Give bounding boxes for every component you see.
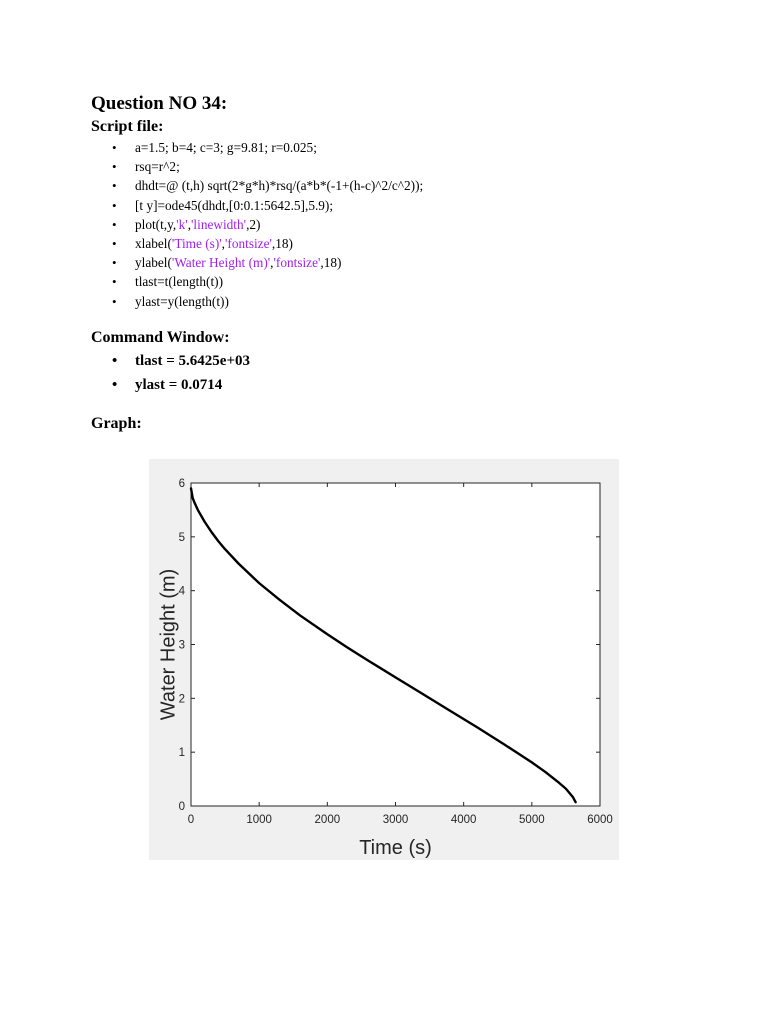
x-axis-label: Time (s)	[359, 837, 432, 859]
question-title: Question NO 34:	[91, 93, 228, 114]
x-tick-label: 0	[188, 814, 194, 826]
x-tick-label: 3000	[383, 814, 409, 826]
code-text: [t y]=ode45(dhdt,[0:0.1:5642.5],5.9);	[135, 197, 334, 213]
plot-area	[190, 482, 601, 807]
code-text: dhdt=@ (t,h) sqrt(2*g*h)*rsq/(a*b*(-1+(h…	[135, 178, 424, 194]
script-code-list: a=1.5; b=4; c=3; g=9.81; r=0.025; rsq=r^2…	[91, 138, 691, 311]
y-tick-label: 3	[179, 640, 185, 652]
script-heading: Script file:	[91, 118, 164, 135]
string-literal: 'fontsize'	[273, 255, 321, 271]
script-line: plot(t,y,'k','linewidth',2)	[91, 215, 691, 234]
code-text: ylabel(	[135, 255, 172, 271]
y-tick-label: 0	[179, 801, 185, 813]
string-literal: 'fontsize'	[225, 236, 272, 252]
command-output-line: ylast = 0.0714	[91, 373, 691, 397]
script-line: tlast=t(length(t))	[91, 272, 691, 291]
code-text: ,18)	[271, 236, 293, 252]
code-text: ,18)	[320, 255, 342, 271]
script-line: a=1.5; b=4; c=3; g=9.81; r=0.025;	[91, 138, 691, 157]
y-axis-ticks: 0 1 2 3 4 5 6	[179, 478, 600, 813]
script-line: dhdt=@ (t,h) sqrt(2*g*h)*rsq/(a*b*(-1+(h…	[91, 176, 691, 195]
y-tick-label: 5	[179, 532, 185, 544]
y-tick-label: 6	[179, 478, 185, 490]
y-tick-label: 4	[179, 586, 186, 598]
script-line: ylast=y(length(t))	[91, 292, 691, 311]
script-line: [t y]=ode45(dhdt,[0:0.1:5642.5],5.9);	[91, 196, 691, 215]
y-axis-label: Water Height (m)	[157, 569, 179, 721]
data-series-line	[189, 487, 577, 804]
y-tick-label: 1	[179, 747, 185, 759]
code-text: ,	[221, 236, 225, 252]
document-body: Question NO 34: Script file: a=1.5; b=4;…	[91, 92, 691, 435]
code-text: xlabel(	[135, 236, 172, 252]
script-line: xlabel('Time (s)','fontsize',18)	[91, 234, 691, 253]
string-literal: 'Water Height (m)'	[171, 255, 271, 271]
code-text: ylast=y(length(t))	[135, 293, 229, 309]
string-literal: 'linewidth'	[191, 216, 247, 232]
code-text: plot(t,y,	[135, 216, 177, 232]
x-tick-label: 1000	[246, 814, 272, 826]
script-line: rsq=r^2;	[91, 157, 691, 176]
command-output-list: tlast = 5.6425e+03 ylast = 0.0714	[91, 349, 691, 397]
code-text: ,	[270, 255, 274, 271]
script-line: ylabel('Water Height (m)','fontsize',18)	[91, 253, 691, 272]
x-tick-label: 5000	[519, 814, 545, 826]
code-text: tlast=t(length(t))	[135, 274, 223, 290]
string-literal: 'k'	[176, 216, 188, 232]
code-text: rsq=r^2;	[135, 159, 180, 175]
code-text: ,2)	[246, 216, 261, 232]
code-text: ,	[187, 216, 192, 232]
command-heading: Command Window:	[91, 328, 230, 346]
command-output-line: tlast = 5.6425e+03	[91, 349, 691, 373]
line-chart: 0 1 2 3 4 5 6 0 1000 2000 3000 4000 5000 6000 Time (…	[157, 478, 613, 859]
y-tick-label: 2	[179, 693, 185, 705]
x-tick-label: 6000	[587, 814, 613, 826]
x-axis-ticks: 0 1000 2000 3000 4000 5000 6000	[188, 483, 613, 826]
x-tick-label: 2000	[315, 814, 341, 826]
x-tick-label: 4000	[451, 814, 477, 826]
graph-heading: Graph:	[91, 414, 142, 432]
string-literal: 'Time (s)'	[171, 236, 222, 252]
figure-window: 0 1 2 3 4 5 6 0 1000 2000 3000 4000 5000 6000 Time (…	[149, 459, 619, 860]
code-text: a=1.5; b=4; c=3; g=9.81; r=0.025;	[135, 140, 317, 155]
